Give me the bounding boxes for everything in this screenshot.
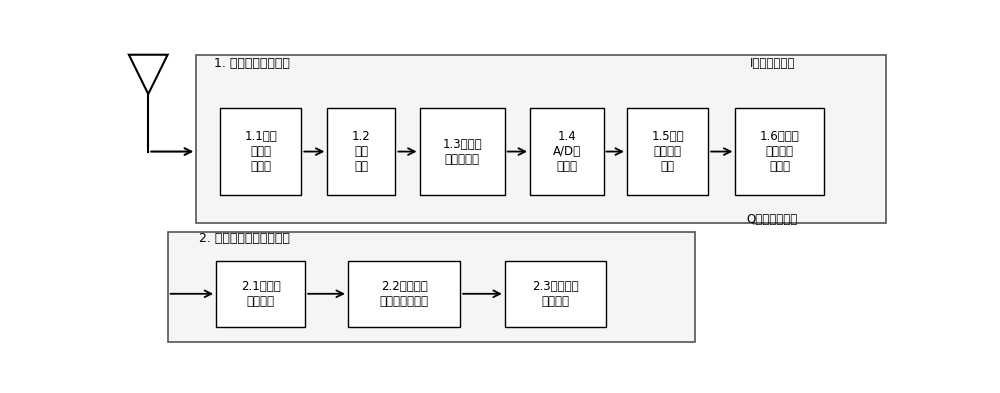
Text: 1.2
混频
单元: 1.2 混频 单元 bbox=[352, 130, 371, 173]
Text: 1.3中频滤
波放大单元: 1.3中频滤 波放大单元 bbox=[442, 138, 482, 165]
Text: 1.6矩形积
分双谱变
化单元: 1.6矩形积 分双谱变 化单元 bbox=[760, 130, 800, 173]
Text: 1.5数字
正交解调
单元: 1.5数字 正交解调 单元 bbox=[651, 130, 684, 173]
Text: I路零中频数据: I路零中频数据 bbox=[749, 57, 795, 70]
FancyBboxPatch shape bbox=[216, 261, 305, 327]
FancyBboxPatch shape bbox=[348, 261, 460, 327]
FancyBboxPatch shape bbox=[735, 108, 824, 195]
Text: 2.3全局坐标
排列单元: 2.3全局坐标 排列单元 bbox=[532, 280, 578, 308]
Text: 1.1射频
预选放
大单元: 1.1射频 预选放 大单元 bbox=[244, 130, 277, 173]
FancyBboxPatch shape bbox=[420, 108, 505, 195]
FancyBboxPatch shape bbox=[530, 108, 604, 195]
Text: Q路零中频数据: Q路零中频数据 bbox=[746, 213, 798, 226]
Text: 2. 信号细微特征提取单元: 2. 信号细微特征提取单元 bbox=[199, 232, 290, 245]
FancyBboxPatch shape bbox=[505, 261, 606, 327]
FancyBboxPatch shape bbox=[196, 55, 886, 223]
Text: 1. 信号接收与预处理: 1. 信号接收与预处理 bbox=[214, 57, 290, 70]
Text: 2.1近邻图
构建单元: 2.1近邻图 构建单元 bbox=[241, 280, 280, 308]
FancyBboxPatch shape bbox=[220, 108, 301, 195]
Text: 1.4
A/D处
理单元: 1.4 A/D处 理单元 bbox=[553, 130, 581, 173]
FancyBboxPatch shape bbox=[627, 108, 708, 195]
Text: 2.2求解局部
切空间坐标单元: 2.2求解局部 切空间坐标单元 bbox=[380, 280, 428, 308]
FancyBboxPatch shape bbox=[327, 108, 395, 195]
FancyBboxPatch shape bbox=[168, 232, 695, 342]
